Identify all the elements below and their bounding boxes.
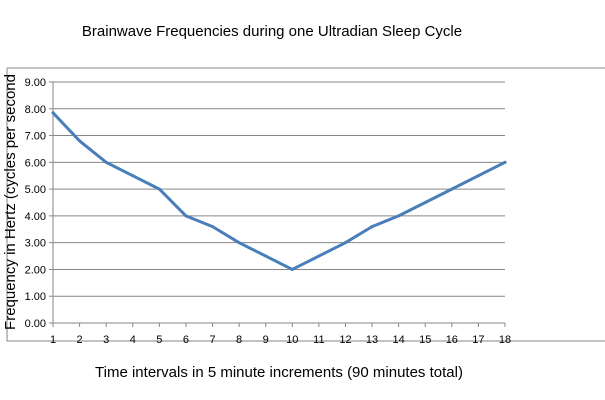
- data-point: [343, 241, 347, 245]
- data-point: [370, 225, 374, 229]
- x-tick-label: 3: [103, 334, 109, 346]
- data-point: [450, 187, 454, 191]
- data-point: [237, 241, 241, 245]
- data-point: [211, 225, 215, 229]
- data-point: [423, 201, 427, 204]
- data-point: [264, 254, 268, 258]
- y-tick-label: 2.00: [25, 264, 46, 276]
- x-tick-label: 10: [286, 334, 298, 346]
- x-tick-label: 18: [499, 334, 511, 346]
- y-tick-label: 1.00: [25, 291, 46, 303]
- data-point: [78, 139, 82, 143]
- x-axis-label: Time intervals in 5 minute increments (9…: [95, 364, 463, 381]
- x-tick-label: 1: [50, 334, 56, 346]
- y-tick-label: 8.00: [25, 104, 46, 116]
- y-tick-label: 6.00: [25, 157, 46, 169]
- data-point: [131, 174, 135, 178]
- y-tick-label: 9.00: [25, 77, 46, 89]
- x-axis-ticks: 1 2 3 4 5 6 7 8 9 10 11 12 13 14 15 16 17 18: [50, 323, 511, 346]
- data-point: [397, 214, 401, 218]
- data-point: [476, 174, 480, 178]
- x-tick-label: 16: [446, 334, 458, 346]
- data-point: [51, 111, 55, 115]
- x-tick-label: 15: [419, 334, 431, 346]
- x-tick-label: 2: [77, 334, 83, 346]
- series-layer: [51, 111, 507, 271]
- x-tick-label: 17: [472, 334, 484, 346]
- x-tick-label: 9: [263, 334, 269, 346]
- x-tick-label: 11: [313, 334, 324, 346]
- series-line: [51, 111, 507, 271]
- data-point: [157, 187, 161, 191]
- x-tick-label: 8: [236, 334, 242, 346]
- y-tick-label: 7.00: [25, 131, 46, 143]
- chart-title: Brainwave Frequencies during one Ultradi…: [82, 23, 462, 40]
- y-axis-label: Frequency in Hertz (cycles per second: [2, 74, 19, 330]
- axes: [6, 67, 605, 342]
- x-tick-label: 14: [393, 334, 405, 346]
- x-tick-label: 12: [339, 334, 351, 346]
- data-point: [290, 267, 294, 271]
- y-tick-label: 0.00: [25, 318, 46, 330]
- x-tick-label: 7: [209, 334, 215, 346]
- data-point: [317, 254, 321, 258]
- data-point: [503, 160, 507, 164]
- x-tick-label: 13: [366, 334, 378, 346]
- data-point: [184, 214, 188, 218]
- y-axis-ticks: 0.00 1.00 2.00 3.00 4.00 5.00 6.00 7.00 8.00 9.00: [25, 77, 53, 330]
- data-point: [104, 160, 108, 164]
- y-tick-label: 5.00: [25, 184, 46, 196]
- y-tick-label: 3.00: [25, 238, 46, 250]
- x-tick-label: 5: [156, 334, 162, 346]
- x-tick-label: 6: [183, 334, 189, 346]
- x-tick-label: 4: [130, 334, 136, 346]
- gridlines: [53, 81, 505, 297]
- y-tick-label: 4.00: [25, 211, 46, 223]
